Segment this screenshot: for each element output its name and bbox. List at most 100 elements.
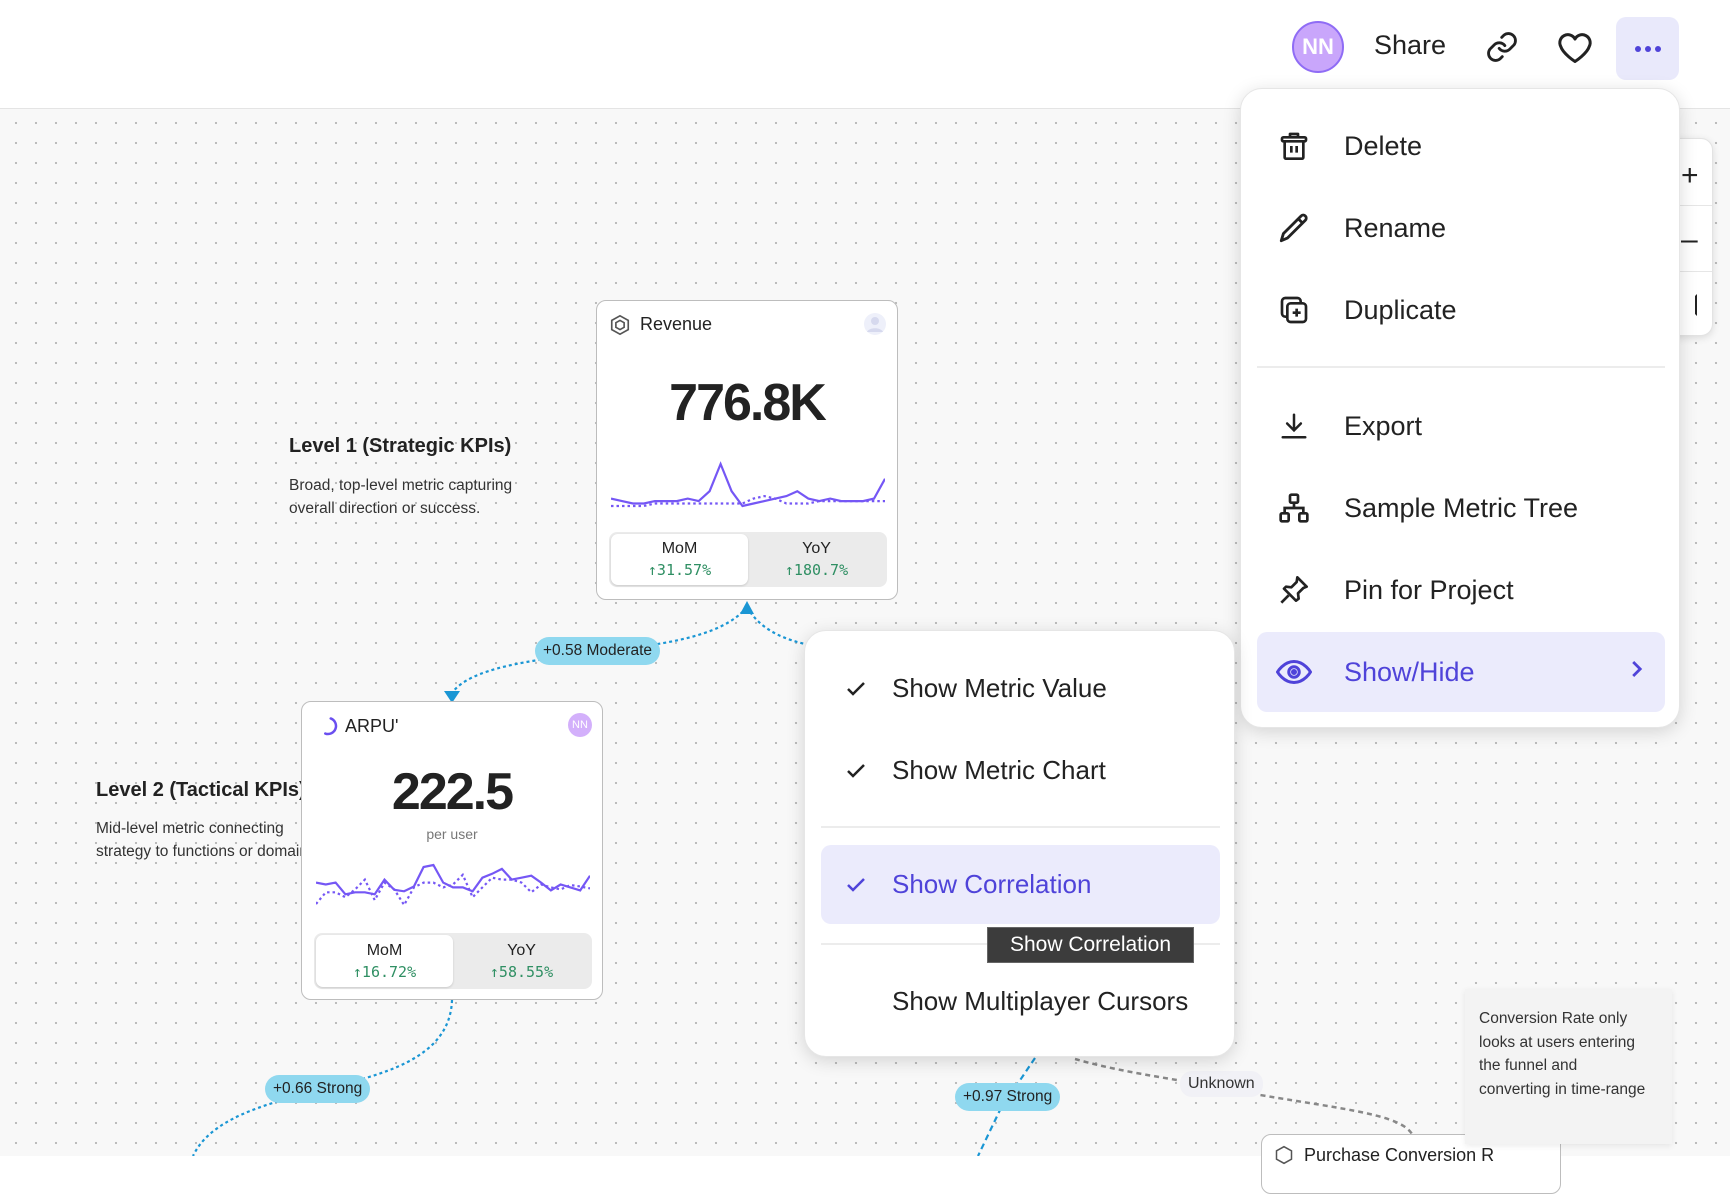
menu-item-label: Duplicate bbox=[1344, 294, 1457, 325]
desc-line: Mid-level metric connecting bbox=[96, 820, 284, 837]
edge-unknown bbox=[1074, 1057, 1414, 1135]
edge-label-correlation[interactable]: +0.66 Strong bbox=[265, 1075, 371, 1103]
more-options-menu: Delete Rename Duplicate Export Sample Me… bbox=[1240, 88, 1680, 728]
yoy-value: ↑180.7% bbox=[784, 561, 849, 579]
fit-screen-icon[interactable] bbox=[1677, 294, 1697, 316]
top-bar: NN Share bbox=[0, 0, 1730, 109]
desc-line: strategy to functions or domains. bbox=[96, 843, 321, 860]
tooltip: Show Correlation bbox=[987, 927, 1194, 963]
show-hide-submenu: Show Metric Value Show Metric Chart Show… bbox=[804, 630, 1235, 1057]
note-line: the funnel and bbox=[1479, 1057, 1578, 1074]
menu-item-label: Sample Metric Tree bbox=[1344, 492, 1579, 523]
share-button[interactable]: Share bbox=[1374, 30, 1447, 60]
period-comparison: MoM ↑31.57% YoY ↑180.7% bbox=[609, 532, 887, 587]
edge-label-correlation[interactable]: +0.97 Strong bbox=[955, 1083, 1061, 1111]
checkmark-icon bbox=[841, 763, 871, 779]
level-1-title: Level 1 (Strategic KPIs) bbox=[289, 435, 512, 457]
edge-label-correlation[interactable]: +0.58 Moderate bbox=[535, 637, 661, 665]
period-comparison: MoM ↑16.72% YoY ↑58.55% bbox=[314, 933, 592, 989]
metric-sparkline bbox=[316, 863, 590, 908]
metric-value: 776.8K bbox=[669, 374, 827, 432]
menu-item-rename[interactable]: Rename bbox=[1257, 189, 1665, 267]
mom-tab[interactable]: MoM ↑31.57% bbox=[611, 534, 748, 585]
metric-card-revenue[interactable]: Revenue 776.8K MoM ↑31.57% YoY ↑180.7% bbox=[596, 300, 898, 600]
sparkline-current bbox=[611, 461, 885, 508]
submenu-item-label: Show Metric Value bbox=[892, 673, 1107, 703]
menu-item-show-hide[interactable]: Show/Hide bbox=[1257, 632, 1665, 712]
heart-icon[interactable] bbox=[1554, 27, 1596, 69]
desc-line: overall direction or success. bbox=[289, 500, 481, 517]
level-2-description: Mid-level metric connecting strategy to … bbox=[96, 817, 320, 863]
submenu-item-label: Show Multiplayer Cursors bbox=[892, 986, 1189, 1016]
submenu-item-show-correlation[interactable]: Show Correlation bbox=[821, 845, 1220, 924]
desc-line: Broad, top-level metric capturing bbox=[289, 477, 513, 494]
mom-label: MoM bbox=[661, 540, 698, 557]
eye-icon bbox=[1273, 658, 1315, 686]
download-icon bbox=[1273, 411, 1315, 441]
yoy-tab[interactable]: YoY ↑180.7% bbox=[748, 534, 885, 585]
user-avatar[interactable]: NN bbox=[1292, 21, 1344, 73]
card-title: Revenue bbox=[640, 314, 713, 334]
note-line: looks at users entering bbox=[1479, 1033, 1635, 1051]
loading-spinner-icon bbox=[324, 717, 338, 736]
mom-percent: 16.72% bbox=[361, 962, 417, 981]
metric-value: 222.5 bbox=[391, 763, 514, 821]
menu-divider bbox=[821, 826, 1220, 828]
zoom-in-icon[interactable]: + bbox=[1681, 159, 1699, 192]
menu-item-label: Pin for Project bbox=[1344, 574, 1514, 605]
pencil-icon bbox=[1273, 211, 1315, 245]
mom-tab[interactable]: MoM ↑16.72% bbox=[316, 935, 453, 987]
more-horizontal-icon bbox=[1634, 45, 1661, 52]
submenu-item-show-metric-value[interactable]: Show Metric Value bbox=[821, 649, 1220, 728]
menu-divider bbox=[1257, 366, 1665, 368]
submenu-item-show-multiplayer-cursors[interactable]: Show Multiplayer Cursors bbox=[821, 962, 1220, 1041]
duplicate-icon bbox=[1273, 294, 1315, 326]
mom-value: ↑31.57% bbox=[647, 561, 712, 579]
metric-hexagon-icon bbox=[1275, 1145, 1293, 1165]
mom-label: MoM bbox=[366, 941, 403, 959]
collaborator-avatar: NN bbox=[568, 713, 592, 737]
card-title: ARPU' bbox=[345, 716, 399, 736]
mom-value: ↑16.72% bbox=[352, 962, 417, 981]
menu-item-delete[interactable]: Delete bbox=[1257, 107, 1665, 185]
checkmark-icon bbox=[841, 877, 871, 893]
mom-percent: 31.57% bbox=[656, 561, 712, 579]
metric-hexagon-icon bbox=[610, 314, 630, 336]
hierarchy-icon bbox=[1273, 492, 1315, 524]
note-line: converting in time-range bbox=[1479, 1080, 1646, 1098]
more-options-button[interactable] bbox=[1616, 17, 1679, 80]
metric-unit: per user bbox=[426, 826, 478, 842]
yoy-label: YoY bbox=[507, 941, 536, 959]
note-line: Conversion Rate only bbox=[1479, 1010, 1628, 1027]
menu-item-label: Rename bbox=[1344, 212, 1447, 243]
link-icon[interactable] bbox=[1482, 27, 1522, 67]
sparkline-current bbox=[316, 863, 590, 896]
yoy-tab[interactable]: YoY ↑58.55% bbox=[453, 935, 590, 987]
menu-item-duplicate[interactable]: Duplicate bbox=[1257, 271, 1665, 349]
checkmark-icon bbox=[841, 681, 871, 697]
metric-card-arpu[interactable]: ARPU' NN 222.5 per user MoM ↑16.72% YoY ↑5… bbox=[301, 701, 603, 1000]
submenu-item-show-metric-chart[interactable]: Show Metric Chart bbox=[821, 731, 1220, 810]
pin-icon bbox=[1273, 574, 1315, 606]
metric-sparkline bbox=[611, 461, 885, 508]
menu-item-label: Export bbox=[1344, 410, 1423, 441]
edge-arrow-up bbox=[740, 601, 754, 614]
yoy-value: ↑58.55% bbox=[489, 962, 554, 981]
zoom-out-icon[interactable]: – bbox=[1681, 223, 1698, 256]
annotation-note[interactable]: Conversion Rate only looks at users ente… bbox=[1465, 989, 1672, 1144]
edge-arrow-down bbox=[444, 691, 460, 703]
edge-label-unknown[interactable]: Unknown bbox=[1180, 1071, 1263, 1097]
chevron-right-icon bbox=[1629, 654, 1643, 689]
menu-item-pin-for-project[interactable]: Pin for Project bbox=[1257, 551, 1665, 629]
trash-icon bbox=[1273, 130, 1315, 162]
yoy-percent: 58.55% bbox=[498, 962, 554, 981]
level-2-title: Level 2 (Tactical KPIs) bbox=[96, 779, 306, 801]
menu-item-label: Delete bbox=[1344, 130, 1423, 161]
menu-item-sample-metric-tree[interactable]: Sample Metric Tree bbox=[1257, 469, 1665, 547]
yoy-label: YoY bbox=[802, 540, 831, 557]
menu-item-export[interactable]: Export bbox=[1257, 387, 1665, 465]
level-1-description: Broad, top-level metric capturing overal… bbox=[289, 474, 512, 520]
submenu-item-label: Show Metric Chart bbox=[892, 755, 1106, 785]
menu-item-label: Show/Hide bbox=[1344, 656, 1475, 687]
owner-avatar-icon bbox=[864, 313, 886, 335]
